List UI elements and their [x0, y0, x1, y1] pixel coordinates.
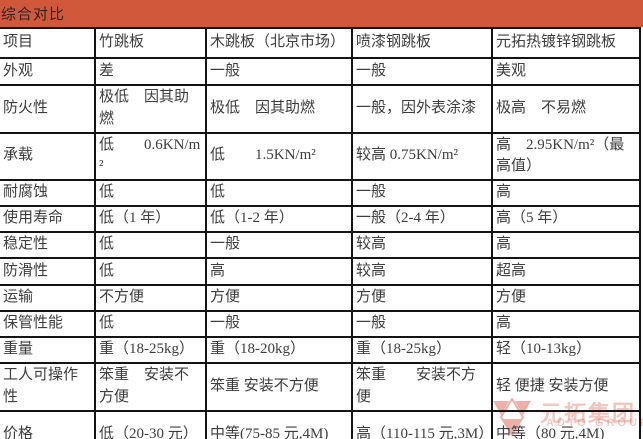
row-label: 稳定性	[0, 231, 96, 259]
table-cell: 一般	[205, 57, 353, 86]
row-label: 使用寿命	[0, 205, 96, 233]
table-cell: 美观	[491, 57, 641, 86]
table-cell: 方便	[351, 284, 493, 312]
table-row: 保管性能低一般 一般高	[0, 310, 641, 338]
table-row: 运输 不方便 方便 方便 方便	[0, 284, 641, 312]
table-row: 价格 低（20-30 元） 中等(75-85 元,4M) 高（110-115 元,3M…	[0, 410, 641, 439]
table-cell: 方便	[205, 284, 353, 312]
column-header: 喷漆钢跳板	[351, 27, 493, 59]
banner: 综合对比	[0, 0, 643, 27]
table-row: 工人可操作性 笨重 安装不方便 笨重 安装不方便 笨重 安装不方便轻 便捷 安装方便	[0, 362, 641, 412]
table-row: 外观差一般 一般 美观	[0, 57, 641, 86]
row-label: 价格	[0, 410, 96, 439]
table-cell: 不方便	[94, 284, 207, 312]
table-cell: 一般	[351, 179, 493, 207]
table-row: 耐腐蚀低低一般高	[0, 179, 641, 207]
row-label: 工人可操作性	[0, 362, 96, 412]
comparison-table: 项目 竹跳板 木跳板（北京市场） 喷漆钢跳板 元拓热镀锌钢跳板 外观差一般 一般 美观 防火性…	[0, 27, 641, 439]
table-cell: 超高	[491, 257, 641, 286]
table-cell: 重（18-25kg）	[94, 336, 207, 364]
table-cell: 极高 不易燃	[491, 84, 641, 134]
table-cell: 一般（2-4 年）	[351, 205, 493, 233]
row-label: 耐腐蚀	[0, 179, 96, 207]
row-label: 外观	[0, 57, 96, 86]
row-label: 保管性能	[0, 310, 96, 338]
table-cell: 重（18-20kg）	[205, 336, 353, 364]
column-header: 元拓热镀锌钢跳板	[491, 27, 641, 59]
table-cell: 较高	[351, 231, 493, 259]
table-cell: 轻 便捷 安装方便	[491, 362, 641, 412]
table-cell: 方便	[491, 284, 641, 312]
table-cell: 极低 因其助燃	[94, 84, 207, 134]
table-cell: 低（20-30 元）	[94, 410, 207, 439]
table-row: 承载低 0.6KN/m² 低 1.5KN/m² 较高 0.75KN/m² 高 2.95…	[0, 131, 641, 181]
table-cell: 低（1 年）	[94, 205, 207, 233]
table-cell: 极低 因其助燃	[205, 84, 353, 134]
banner-title: 综合对比	[1, 7, 66, 23]
table-cell: 一般	[351, 57, 493, 86]
table-cell: 低	[205, 179, 353, 207]
table-row: 稳定性低一般 较高高	[0, 231, 641, 259]
table-cell: 高	[491, 310, 641, 338]
column-header: 竹跳板	[94, 27, 207, 59]
table-cell: 低	[94, 257, 207, 286]
table-cell: 轻（10-13kg）	[491, 336, 641, 364]
table-cell: 笨重 安装不方便	[351, 362, 493, 412]
table-cell: 一般	[205, 231, 353, 259]
table-cell: 低 0.6KN/m²	[94, 131, 207, 181]
table-cell: 低	[94, 231, 207, 259]
row-label: 运输	[0, 284, 96, 312]
table-cell: 低（1-2 年）	[205, 205, 353, 233]
table-row: 防火性 极低 因其助燃 极低 因其助燃 一般，因外表涂漆 极高 不易燃	[0, 84, 641, 134]
table-cell: 低	[94, 179, 207, 207]
table-cell: 较高	[351, 257, 493, 286]
row-label: 重量	[0, 336, 96, 364]
table-cell: 差	[94, 57, 207, 86]
column-header: 项目	[0, 27, 96, 59]
row-label: 防滑性	[0, 257, 96, 286]
table-cell: 较高 0.75KN/m²	[351, 131, 493, 181]
table-cell: 一般，因外表涂漆	[351, 84, 493, 134]
table-row: 重量 重（18-25kg） 重（18-20kg） 重（18-25kg） 轻（10-13k…	[0, 336, 641, 364]
column-header: 木跳板（北京市场）	[205, 27, 353, 59]
table-row: 防滑性低高较高 超高	[0, 257, 641, 286]
row-label: 防火性	[0, 84, 96, 134]
table-cell: 一般	[351, 310, 493, 338]
table-cell: 高	[491, 231, 641, 259]
table-cell: 高 2.95KN/m²（最高值）	[491, 131, 641, 181]
table-cell: 高	[491, 179, 641, 207]
table-cell: 低	[94, 310, 207, 338]
table-cell: 高（110-115 元,3M）	[351, 410, 493, 439]
table-cell: 中等(75-85 元,4M)	[205, 410, 353, 439]
table-cell: 高（5 年）	[491, 205, 641, 233]
table-cell: 笨重 安装不方便	[94, 362, 207, 412]
header-row: 项目 竹跳板 木跳板（北京市场） 喷漆钢跳板 元拓热镀锌钢跳板	[0, 27, 641, 59]
table-cell: 中等（80 元,4M)	[491, 410, 641, 439]
table-cell: 低 1.5KN/m²	[205, 131, 353, 181]
table-cell: 笨重 安装不方便	[205, 362, 353, 412]
table-cell: 重（18-25kg）	[351, 336, 493, 364]
table-cell: 高	[205, 257, 353, 286]
row-label: 承载	[0, 131, 96, 181]
table-row: 使用寿命 低（1 年） 低（1-2 年） 一般（2-4 年） 高（5 年）	[0, 205, 641, 233]
table-cell: 一般	[205, 310, 353, 338]
